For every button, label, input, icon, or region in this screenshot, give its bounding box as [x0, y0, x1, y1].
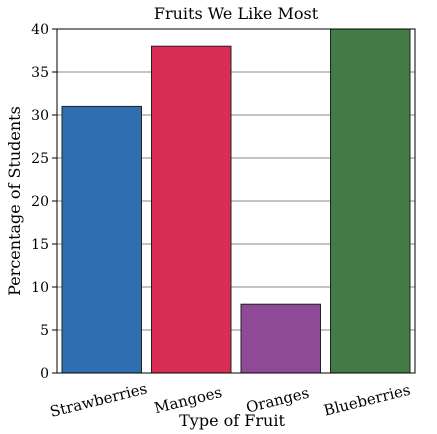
chart-title: Fruits We Like Most [154, 4, 319, 23]
y-tick-label: 10 [31, 280, 49, 296]
bar-mangoes [151, 45, 232, 374]
y-axis-label: Percentage of Students [5, 106, 24, 296]
y-tick-label: 20 [31, 194, 49, 210]
y-tick-label: 30 [31, 108, 49, 124]
y-tick-label: 15 [31, 237, 49, 253]
bars [61, 28, 411, 374]
x-tick-label: Strawberries [48, 379, 149, 421]
y-tick-label: 35 [31, 65, 49, 81]
y-axis: 0 5 10 15 20 25 30 35 40 [31, 22, 57, 382]
y-tick-label: 5 [40, 323, 49, 339]
bar-strawberries [61, 105, 142, 374]
bar-oranges [240, 303, 321, 374]
bar-blueberries [330, 28, 411, 374]
x-tick-label: Blueberries [322, 381, 412, 420]
y-tick-label: 40 [31, 22, 49, 38]
y-tick-label: 25 [31, 151, 49, 167]
y-tick-label: 0 [40, 366, 49, 382]
x-axis-label: Type of Fruit [179, 411, 285, 430]
